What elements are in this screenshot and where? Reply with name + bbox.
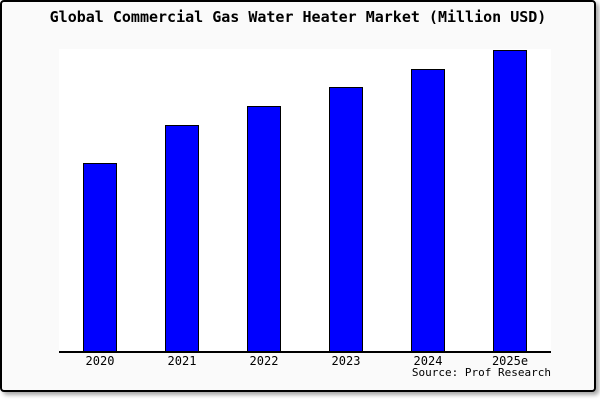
- bar-2023: [329, 87, 363, 351]
- source-caption: Source: Prof Research: [411, 366, 551, 379]
- bar-2024: [411, 69, 445, 351]
- bar-slot-2023: [305, 49, 387, 351]
- bar-slot-2022: [223, 49, 305, 351]
- bar-slot-2025e: [469, 49, 551, 351]
- bar-2022: [247, 106, 281, 351]
- chart-card: Global Commercial Gas Water Heater Marke…: [0, 0, 596, 392]
- x-tick-label-2024: 2024: [413, 354, 443, 368]
- bar-slot-2024: [387, 49, 469, 351]
- bars-container: [59, 49, 551, 351]
- chart-title: Global Commercial Gas Water Heater Marke…: [49, 8, 547, 26]
- x-tick-label-2021: 2021: [167, 354, 197, 368]
- x-axis-tick-labels: 2020 2021 2022 2023 2024 2025e: [59, 354, 551, 368]
- x-tick-label-2025e: 2025e: [491, 354, 529, 368]
- bar-2021: [165, 125, 199, 351]
- x-tick-label-2022: 2022: [249, 354, 279, 368]
- plot-area: [59, 49, 551, 353]
- bar-slot-2020: [59, 49, 141, 351]
- bar-2020: [83, 163, 117, 351]
- bar-2025e: [493, 50, 527, 351]
- x-tick-label-2020: 2020: [85, 354, 115, 368]
- bar-slot-2021: [141, 49, 223, 351]
- x-tick-label-2023: 2023: [331, 354, 361, 368]
